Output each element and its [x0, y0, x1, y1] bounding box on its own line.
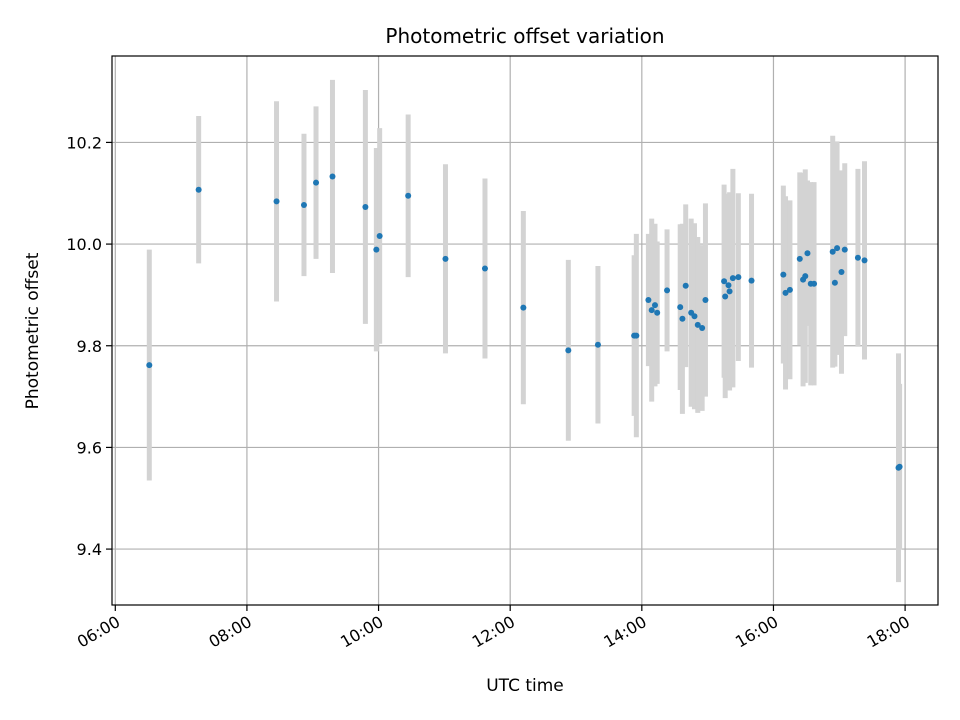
- data-point: [861, 257, 868, 264]
- data-points: [146, 173, 903, 471]
- data-point: [146, 362, 153, 369]
- data-point: [520, 304, 527, 311]
- data-point: [804, 250, 811, 257]
- y-tick-label: 9.8: [77, 337, 102, 356]
- data-point: [565, 347, 572, 354]
- chart-title: Photometric offset variation: [385, 24, 664, 48]
- data-point: [831, 279, 838, 286]
- data-point: [651, 302, 658, 309]
- data-point: [645, 297, 652, 303]
- data-point: [664, 287, 671, 294]
- data-point: [782, 289, 789, 296]
- data-point: [722, 293, 729, 300]
- data-point: [802, 273, 809, 280]
- data-point: [594, 341, 601, 348]
- data-point: [195, 186, 202, 193]
- data-point: [729, 275, 736, 282]
- y-tick-label: 10.2: [66, 133, 102, 152]
- data-point: [702, 297, 709, 303]
- y-tick-label: 9.4: [77, 540, 102, 559]
- data-point: [838, 269, 845, 276]
- y-axis-ticks: 9.4 9.6 9.8 10.0 10.2: [66, 133, 112, 559]
- data-point: [699, 324, 706, 331]
- y-tick-label: 9.6: [77, 438, 102, 457]
- data-point: [481, 265, 488, 272]
- data-point: [633, 332, 640, 339]
- data-point: [442, 255, 449, 262]
- data-point: [721, 278, 728, 285]
- data-point: [841, 246, 848, 253]
- x-axis-title: UTC time: [486, 676, 564, 696]
- data-point: [362, 203, 369, 210]
- y-tick-label: 10.0: [66, 235, 102, 254]
- data-point: [405, 192, 412, 199]
- data-point: [273, 198, 280, 205]
- plot-area-frame: [111, 55, 939, 606]
- y-axis-title: Photometric offset: [23, 252, 43, 409]
- data-point: [694, 321, 701, 328]
- data-point: [829, 248, 836, 255]
- data-point: [679, 315, 686, 322]
- data-point: [834, 245, 841, 252]
- data-point: [682, 282, 689, 289]
- data-point: [796, 255, 803, 262]
- data-point: [748, 277, 755, 284]
- data-point: [854, 254, 861, 261]
- data-point: [300, 201, 307, 208]
- data-point: [373, 246, 380, 253]
- data-point: [896, 463, 903, 470]
- data-point: [735, 274, 742, 281]
- data-point: [329, 173, 336, 180]
- data-point: [691, 313, 698, 320]
- data-point: [726, 288, 733, 295]
- data-point: [677, 304, 684, 311]
- data-point: [376, 232, 383, 239]
- data-point: [648, 307, 655, 314]
- data-point: [725, 282, 732, 289]
- data-point: [780, 271, 787, 278]
- data-point: [654, 309, 661, 316]
- data-point: [811, 280, 818, 287]
- data-point: [313, 179, 320, 186]
- data-point: [786, 286, 793, 293]
